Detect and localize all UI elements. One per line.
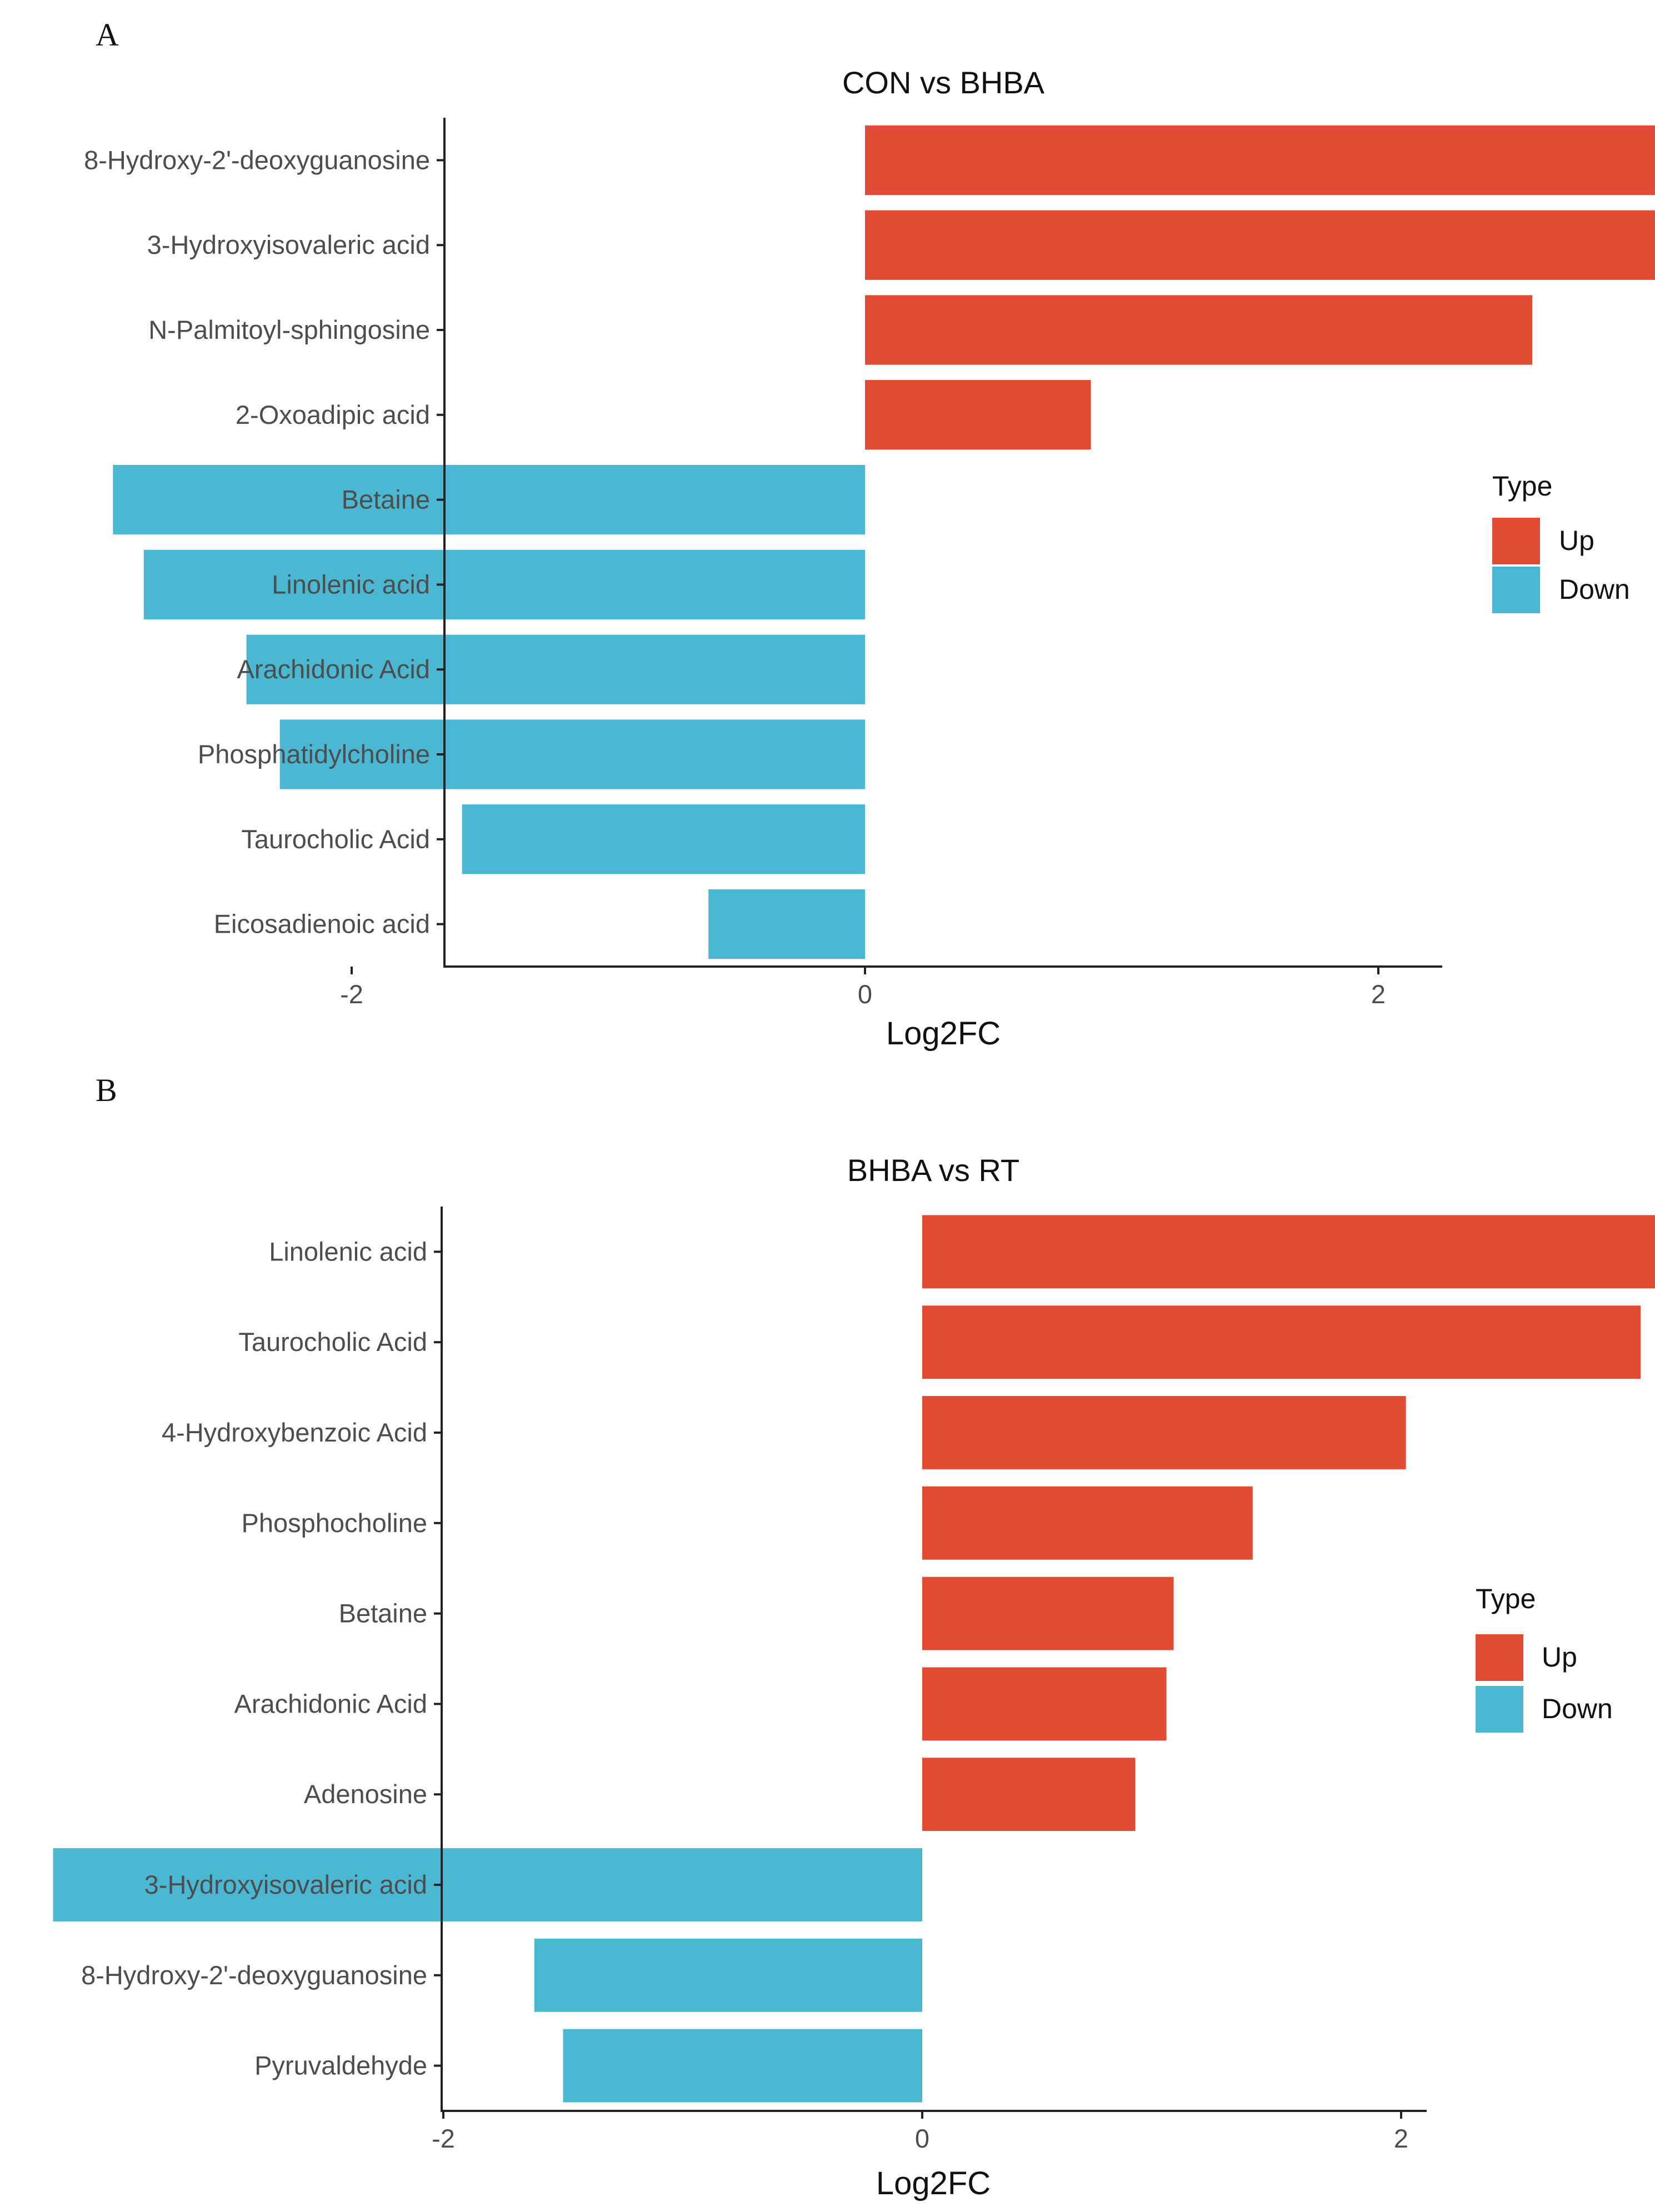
panel-b: B BHBA vs RT Linolenic acid Taurocholic A… xyxy=(53,1072,1655,2201)
panel-a-bar xyxy=(865,210,1655,280)
panel-a-bar xyxy=(143,549,865,620)
panel-a-legend-up-label: Up xyxy=(1559,525,1594,556)
panel-a-x-axis-title: Log2FC xyxy=(886,1015,1001,1052)
panel-b-y-tick-label: 8-Hydroxy-2'-deoxyguanosine xyxy=(81,1960,427,1990)
panel-b-legend-up-label: Up xyxy=(1542,1642,1577,1673)
panel-b-letter: B xyxy=(96,1072,117,1108)
panel-a-bar xyxy=(865,295,1533,365)
panel-b-y-tick-label: 4-Hydroxybenzoic Acid xyxy=(162,1418,427,1447)
panel-a-y-tick-label: Linolenic acid xyxy=(272,569,430,599)
panel-a-y-axis-labels: 8-Hydroxy-2'-deoxyguanosine 3-Hydroxyisov… xyxy=(84,145,444,939)
panel-a-y-tick-label: Arachidonic Acid xyxy=(237,654,430,684)
panel-a-y-tick-label: 3-Hydroxyisovaleric acid xyxy=(147,230,430,259)
panel-b-legend-down-label: Down xyxy=(1542,1693,1613,1724)
panel-a-x-tick-label: 0 xyxy=(858,979,872,1009)
panel-b-y-tick-label: Adenosine xyxy=(304,1779,427,1809)
panel-a-y-tick-label: Phosphatidylcholine xyxy=(198,739,430,769)
panel-b-legend: Type Up Down xyxy=(1476,1583,1613,1733)
panel-a-x-axis-ticks: -2024 xyxy=(340,967,1386,1009)
panel-b-x-axis-title: Log2FC xyxy=(876,2165,991,2201)
panel-a-bar xyxy=(279,719,865,789)
panel-a-y-tick-label: Taurocholic Acid xyxy=(241,824,430,854)
panel-b-bar xyxy=(922,1577,1174,1650)
panel-b-bar xyxy=(922,1215,1655,1289)
panel-a-x-tick-label: -2 xyxy=(340,979,363,1009)
panel-b-bar xyxy=(53,1848,923,1921)
panel-b-x-tick-label: 2 xyxy=(1394,2124,1408,2153)
panel-b-bar xyxy=(922,1396,1406,1469)
panel-a-legend-down-label: Down xyxy=(1559,574,1630,605)
panel-a-letter: A xyxy=(96,17,119,53)
panel-b-bar xyxy=(534,1938,922,2012)
panel-b-y-tick-label: Arachidonic Acid xyxy=(234,1689,427,1718)
panel-a: A CON vs BHBA 8-Hydroxy-2'-deoxyguanosin… xyxy=(84,17,1655,1052)
panel-b-bar xyxy=(922,1486,1253,1560)
panel-a-legend-up-swatch xyxy=(1492,518,1540,564)
panel-a-bars xyxy=(113,125,1655,959)
panel-a-bar xyxy=(246,634,866,704)
panel-b-y-tick-label: 3-Hydroxyisovaleric acid xyxy=(144,1870,427,1899)
panel-a-bar xyxy=(113,464,866,535)
panel-b-y-tick-label: Pyruvaldehyde xyxy=(254,2051,427,2080)
panel-b-bar xyxy=(922,1305,1641,1379)
panel-b-x-tick-label: 0 xyxy=(915,2124,929,2153)
panel-a-y-tick-label: 2-Oxoadipic acid xyxy=(236,400,430,429)
panel-a-bar xyxy=(462,804,865,874)
panel-b-legend-up-swatch xyxy=(1476,1634,1523,1681)
panel-b-y-tick-label: Betaine xyxy=(339,1599,427,1628)
panel-b-y-axis-labels: Linolenic acid Taurocholic Acid 4-Hydroxyb… xyxy=(81,1237,442,2080)
panel-b-bar xyxy=(922,1667,1167,1741)
panel-a-x-tick-label: 2 xyxy=(1371,979,1386,1009)
panel-a-y-tick-label: Betaine xyxy=(342,485,430,514)
panel-a-bar xyxy=(865,380,1091,450)
panel-a-bar xyxy=(708,889,865,959)
panel-b-bar xyxy=(922,1758,1136,1831)
panel-a-legend-title: Type xyxy=(1492,471,1552,502)
panel-b-bars xyxy=(53,1215,1655,2103)
panel-b-title: BHBA vs RT xyxy=(847,1153,1019,1188)
panel-b-y-tick-label: Taurocholic Acid xyxy=(238,1327,427,1357)
panel-a-y-tick-label: N-Palmitoyl-sphingosine xyxy=(148,315,430,344)
panel-a-legend-down-swatch xyxy=(1492,567,1540,613)
panel-b-y-tick-label: Linolenic acid xyxy=(269,1237,427,1266)
panel-b-bar xyxy=(563,2029,922,2103)
panel-a-bar xyxy=(865,125,1655,196)
panel-a-legend: Type Up Down xyxy=(1492,471,1630,613)
panel-a-y-tick-label: 8-Hydroxy-2'-deoxyguanosine xyxy=(84,145,430,174)
panel-b-x-axis-ticks: -2024 xyxy=(432,2111,1408,2153)
panel-b-legend-down-swatch xyxy=(1476,1686,1523,1733)
panel-a-y-tick-label: Eicosadienoic acid xyxy=(214,909,430,939)
panel-a-title: CON vs BHBA xyxy=(842,65,1045,100)
panel-b-legend-title: Type xyxy=(1476,1583,1536,1614)
panel-b-y-tick-label: Phosphocholine xyxy=(242,1508,428,1538)
panel-b-x-tick-label: -2 xyxy=(432,2124,455,2153)
